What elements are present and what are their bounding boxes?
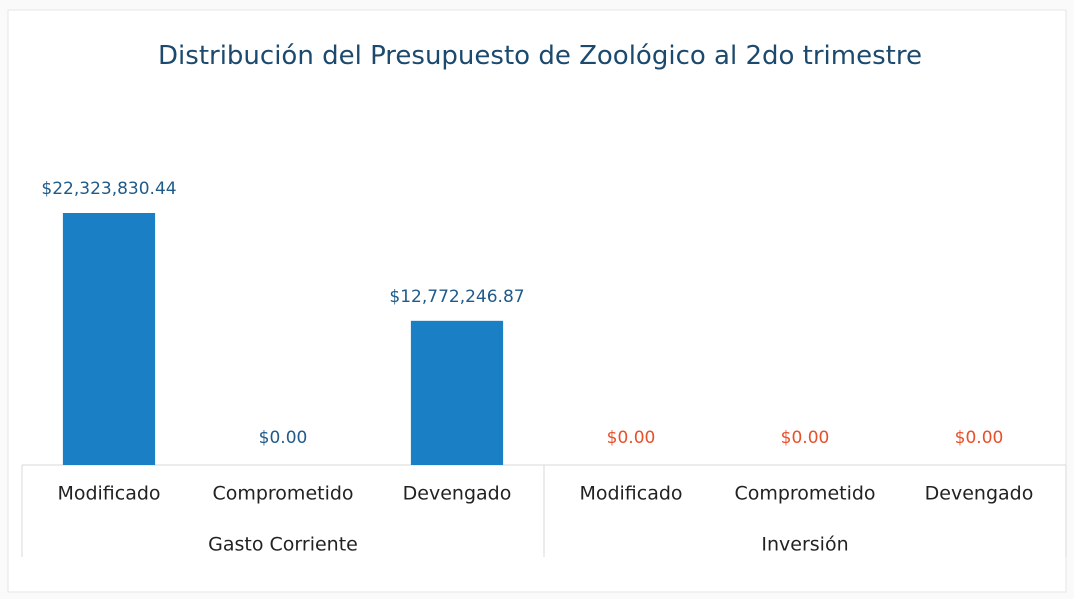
x-tick-label: Devengado: [403, 483, 512, 505]
data-label: $0.00: [781, 428, 830, 448]
x-tick-label: Comprometido: [734, 483, 875, 505]
x-tick-label: Devengado: [925, 483, 1034, 505]
group-label: Gasto Corriente: [208, 534, 358, 556]
x-tick-label: Modificado: [57, 483, 160, 505]
data-label: $0.00: [607, 428, 656, 448]
bar: [62, 213, 156, 465]
x-tick-label: Modificado: [579, 483, 682, 505]
data-label: $22,323,830.44: [41, 179, 176, 199]
data-label: $0.00: [955, 428, 1004, 448]
chart-area: [7, 9, 1067, 593]
x-tick-label: Comprometido: [212, 483, 353, 505]
group-label: Inversión: [761, 534, 848, 556]
data-label: $0.00: [259, 428, 308, 448]
bar: [410, 320, 504, 465]
chart-title: Distribución del Presupuesto de Zoológic…: [158, 41, 922, 71]
data-label: $12,772,246.87: [389, 287, 524, 307]
